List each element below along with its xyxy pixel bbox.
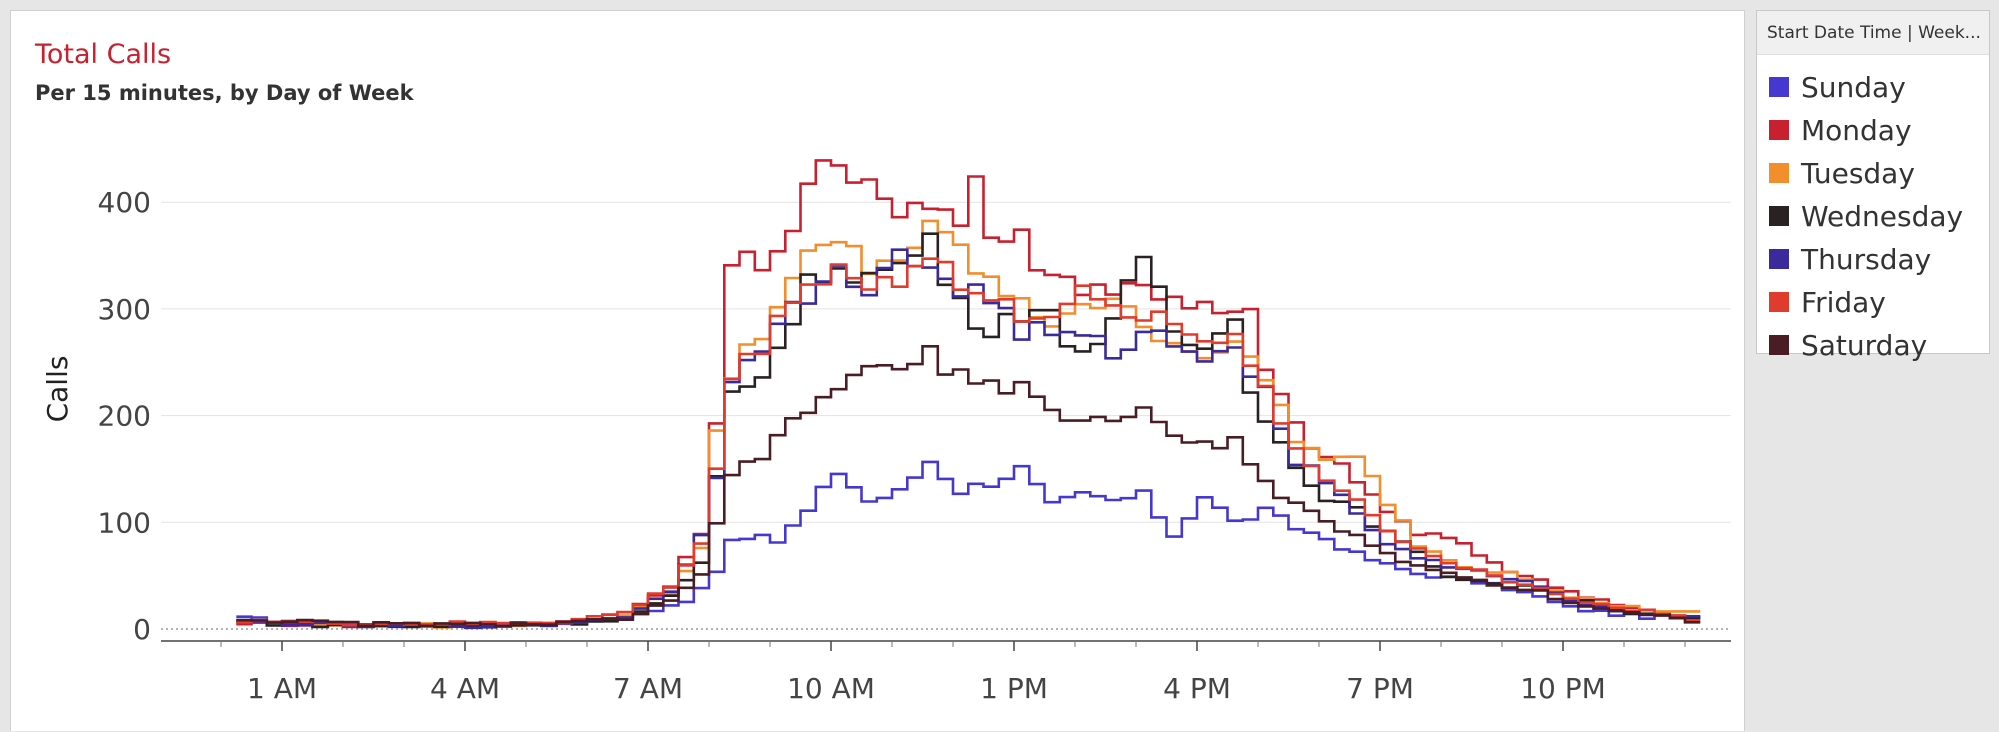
legend-item-wednesday[interactable]: Wednesday [1769,196,1963,236]
legend-item-thursday[interactable]: Thursday [1769,239,1931,279]
legend-label: Tuesday [1801,156,1915,190]
x-tick-label: 10 AM [787,672,875,705]
legend-swatch [1769,77,1789,97]
chart-subtitle: Per 15 minutes, by Day of Week [35,81,414,105]
legend-label: Friday [1801,285,1886,319]
series-line-tuesday[interactable] [236,219,1701,629]
series-line-sunday[interactable] [236,460,1701,629]
series-line-friday[interactable] [236,257,1701,627]
legend-label: Sunday [1801,70,1906,104]
axes: 0 100 200 300 400 Calls 1 AM 4 AM 7 AM 10 AM 1 PM 4… [41,186,1731,705]
chart-panel: Total Calls Per 15 minutes, by Day of We… [10,10,1745,731]
legend-swatch [1769,335,1789,355]
series-line-monday[interactable] [236,159,1701,629]
legend-swatch [1769,292,1789,312]
chart-title: Total Calls [35,39,172,70]
legend-item-sunday[interactable]: Sunday [1769,67,1906,107]
legend-swatch [1769,249,1789,269]
x-tick-label: 7 PM [1346,672,1414,705]
y-tick-label: 300 [98,293,151,326]
series-lines [236,159,1701,630]
legend-label: Monday [1801,113,1912,147]
legend-swatch [1769,206,1789,226]
line-chart: 0 100 200 300 400 Calls 1 AM 4 AM 7 AM 10 AM 1 PM 4… [41,159,1731,705]
y-tick-label: 200 [98,400,151,433]
x-tick-label: 4 PM [1163,672,1231,705]
y-axis-label: Calls [41,356,74,423]
x-tick-label: 1 AM [247,672,317,705]
legend-label: Wednesday [1801,199,1964,233]
legend-item-saturday[interactable]: Saturday [1769,325,1927,365]
x-tick-label: 4 AM [430,672,500,705]
legend-item-monday[interactable]: Monday [1769,110,1912,150]
legend-label: Saturday [1801,328,1928,362]
x-tick-label: 7 AM [613,672,683,705]
series-line-saturday[interactable] [236,345,1701,628]
y-tick-label: 0 [133,613,151,646]
legend-title[interactable]: Start Date Time | Week... [1757,11,1989,55]
legend-swatch [1769,163,1789,183]
y-tick-label: 400 [98,186,151,219]
x-tick-label: 10 PM [1520,672,1606,705]
legend-swatch [1769,120,1789,140]
legend-item-tuesday[interactable]: Tuesday [1769,153,1915,193]
legend-panel[interactable]: Start Date Time | Week... Sunday Monday Tu… [1756,10,1990,362]
gridlines [161,201,1731,630]
x-tick-label: 1 PM [980,672,1048,705]
legend-item-friday[interactable]: Friday [1769,282,1886,322]
y-tick-label: 100 [98,506,151,539]
legend-label: Thursday [1801,242,1932,276]
